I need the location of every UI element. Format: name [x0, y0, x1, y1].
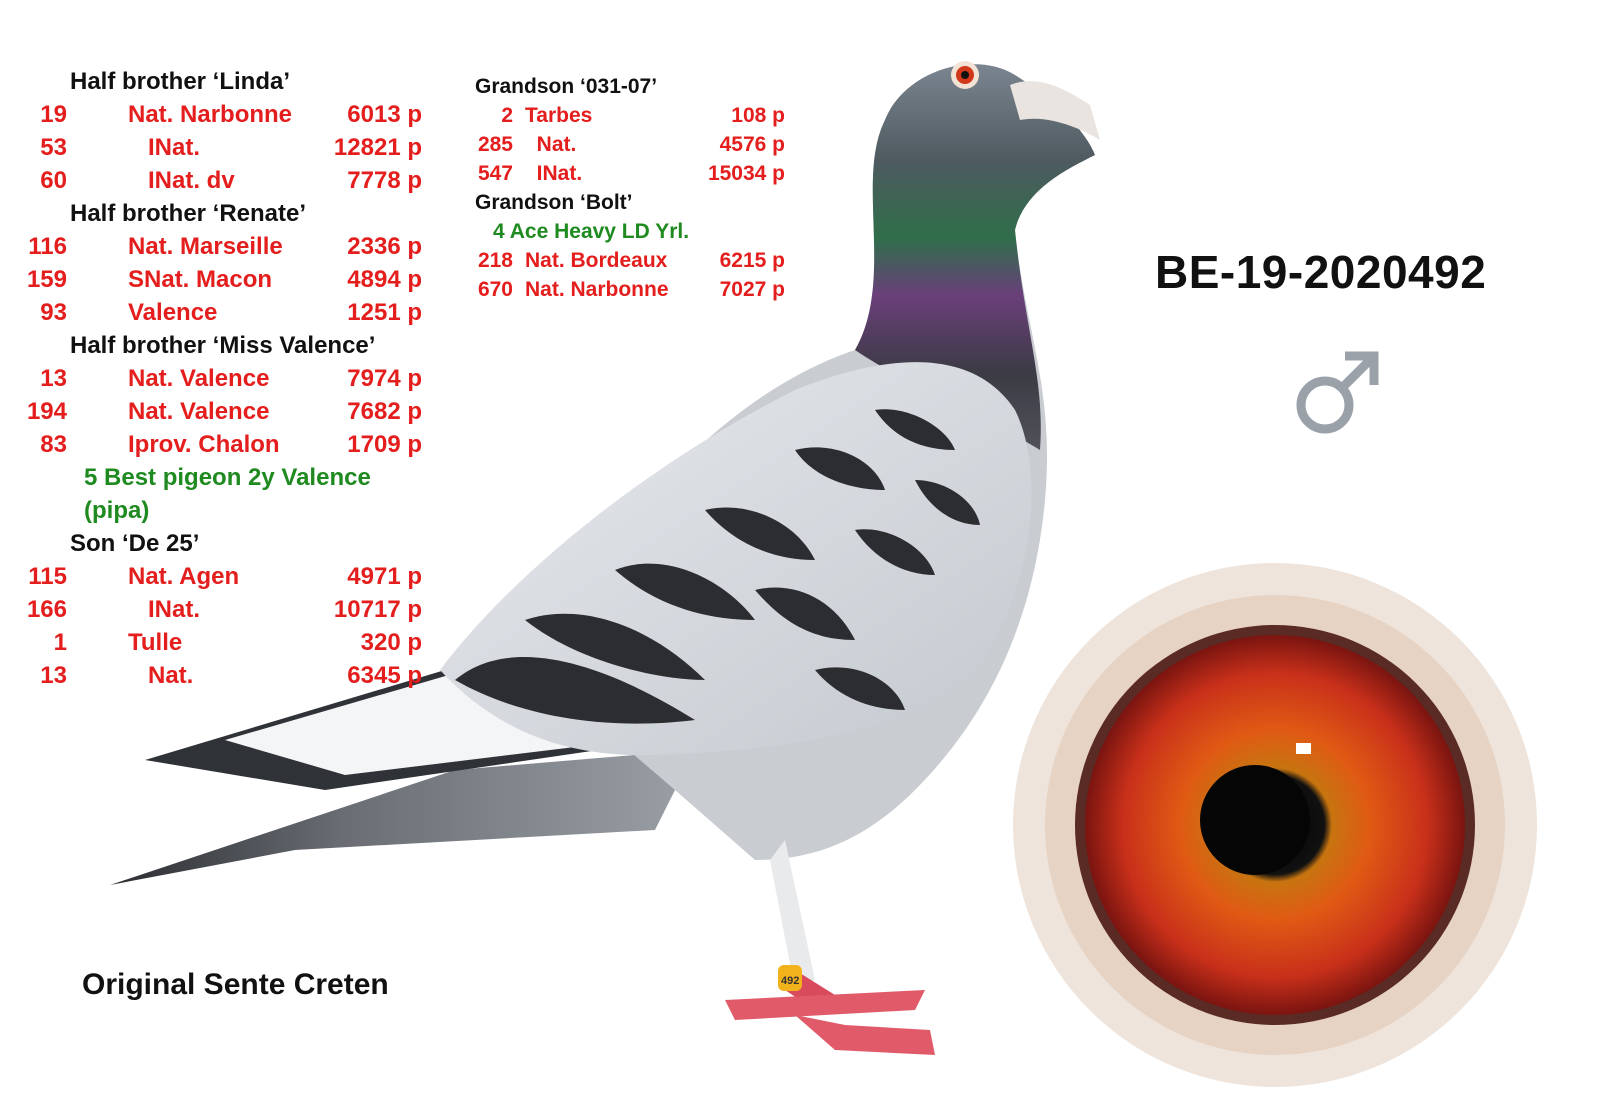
result-row: 166 INat. 10717 p	[27, 593, 422, 626]
pigeon-photo: 492	[110, 61, 1100, 1055]
group-heading: Grandson ‘Bolt’	[475, 191, 633, 214]
result-race: SNat. Macon	[128, 266, 273, 293]
result-row: 13 Nat. 6345 p	[40, 659, 422, 692]
eye-closeup-photo	[1013, 563, 1537, 1087]
result-birds: 6215 p	[719, 249, 785, 272]
result-row: 60 INat. dv 7778 p	[40, 164, 422, 197]
result-row: 115 Nat. Agen 4971 p	[28, 560, 422, 593]
result-rank: 159	[26, 266, 67, 293]
result-birds: 4971 p	[347, 563, 422, 590]
result-rank: 547	[477, 162, 513, 185]
results-column-left: Half brother ‘Linda’ 19 Nat. Narbonne 60…	[27, 65, 422, 692]
result-row: 670 Nat. Narbonne 7027 p	[475, 275, 785, 304]
result-row: 13 Nat. Valence 7974 p	[40, 362, 422, 395]
result-race: Tarbes	[525, 104, 593, 127]
result-race: Valence	[128, 299, 218, 326]
result-rank: 60	[40, 167, 67, 194]
results-group: Half brother ‘Miss Valence’ 13 Nat. Vale…	[27, 329, 422, 527]
result-race: Nat. Narbonne	[128, 101, 293, 128]
result-rank: 13	[40, 662, 67, 689]
result-birds: 320 p	[360, 629, 422, 656]
result-race: INat. dv	[128, 167, 235, 194]
group-heading: Half brother ‘Miss Valence’	[70, 332, 376, 359]
results-group: Half brother ‘Renate’ 116 Nat. Marseille…	[27, 197, 422, 329]
result-birds: 4894 p	[347, 266, 422, 293]
results-column-right: Grandson ‘031-07’ 2 Tarbes 108 p 285 Nat…	[475, 72, 785, 304]
result-row: 2 Tarbes 108 p	[475, 101, 785, 130]
result-row: 218 Nat. Bordeaux 6215 p	[475, 246, 785, 275]
result-race: INat.	[128, 596, 201, 623]
result-race: Nat. Agen	[128, 563, 240, 590]
result-birds: 7778 p	[347, 167, 422, 194]
group-heading: Half brother ‘Renate’	[70, 200, 307, 227]
result-birds: 2336 p	[347, 233, 422, 260]
result-rank: 218	[477, 249, 513, 272]
result-birds: 15034 p	[707, 162, 785, 185]
result-row: 93 Valence 1251 p	[40, 296, 422, 329]
result-birds: 7027 p	[719, 278, 785, 301]
result-rank: 115	[28, 563, 67, 590]
leg-ring-label: 492	[781, 975, 799, 987]
result-race: Nat. Bordeaux	[525, 249, 668, 272]
result-row: 547 INat. 15034 p	[475, 159, 785, 188]
group-heading: Grandson ‘031-07’	[475, 75, 658, 98]
result-race: Tulle	[128, 629, 183, 656]
result-row: 19 Nat. Narbonne 6013 p	[40, 98, 422, 131]
results-group: Son ‘De 25’ 115 Nat. Agen 4971 p 166 INa…	[27, 527, 422, 692]
result-rank: 53	[40, 134, 67, 161]
result-race: Nat. Valence	[128, 398, 270, 425]
results-group: Grandson ‘031-07’ 2 Tarbes 108 p 285 Nat…	[475, 72, 785, 188]
result-rank: 116	[28, 233, 67, 260]
group-heading: Son ‘De 25’	[70, 530, 200, 557]
result-rank: 2	[501, 104, 513, 127]
result-birds: 7682 p	[347, 398, 422, 425]
result-rank: 19	[40, 101, 67, 128]
result-birds: 12821 p	[333, 134, 422, 161]
result-race: INat.	[525, 162, 583, 185]
result-birds: 1709 p	[347, 431, 422, 458]
result-race: Nat.	[128, 662, 194, 689]
group-heading: Half brother ‘Linda’	[70, 68, 291, 95]
result-row: 83 Iprov. Chalon 1709 p	[40, 428, 422, 461]
result-row: 1 Tulle 320 p	[54, 626, 422, 659]
results-group: Half brother ‘Linda’ 19 Nat. Narbonne 60…	[40, 65, 422, 197]
result-row: 194 Nat. Valence 7682 p	[27, 395, 422, 428]
result-birds: 108 p	[731, 104, 785, 127]
result-row: 53 INat. 12821 p	[40, 131, 422, 164]
male-symbol-icon	[1296, 351, 1379, 434]
result-race: Nat. Valence	[128, 365, 270, 392]
result-birds: 1251 p	[347, 299, 422, 326]
result-race: Iprov. Chalon	[128, 431, 280, 458]
result-birds: 6345 p	[347, 662, 422, 689]
result-rank: 194	[26, 398, 67, 425]
result-row: 116 Nat. Marseille 2336 p	[28, 230, 422, 263]
highlight-note: 4 Ace Heavy LD Yrl.	[493, 220, 690, 243]
ring-number: BE-19-2020492	[1155, 246, 1487, 298]
result-birds: 4576 p	[719, 133, 785, 156]
result-rank: 93	[40, 299, 67, 326]
result-rank: 285	[477, 133, 513, 156]
result-birds: 7974 p	[347, 365, 422, 392]
result-birds: 6013 p	[347, 101, 422, 128]
origin-caption: Original Sente Creten	[82, 968, 389, 1001]
result-rank: 670	[477, 278, 513, 301]
result-rank: 1	[53, 629, 67, 656]
result-rank: 13	[40, 365, 67, 392]
results-group: Grandson ‘Bolt’ 4 Ace Heavy LD Yrl. 218 …	[475, 188, 785, 304]
result-row: 285 Nat. 4576 p	[475, 130, 785, 159]
result-race: INat.	[128, 134, 201, 161]
result-row: 159 SNat. Macon 4894 p	[27, 263, 422, 296]
result-race: Nat.	[525, 133, 577, 156]
highlight-note: 5 Best pigeon 2y Valence (pipa)	[84, 464, 371, 524]
result-race: Nat. Narbonne	[525, 278, 669, 301]
result-rank: 83	[40, 431, 67, 458]
result-race: Nat. Marseille	[128, 233, 283, 260]
result-birds: 10717 p	[333, 596, 422, 623]
result-rank: 166	[26, 596, 67, 623]
